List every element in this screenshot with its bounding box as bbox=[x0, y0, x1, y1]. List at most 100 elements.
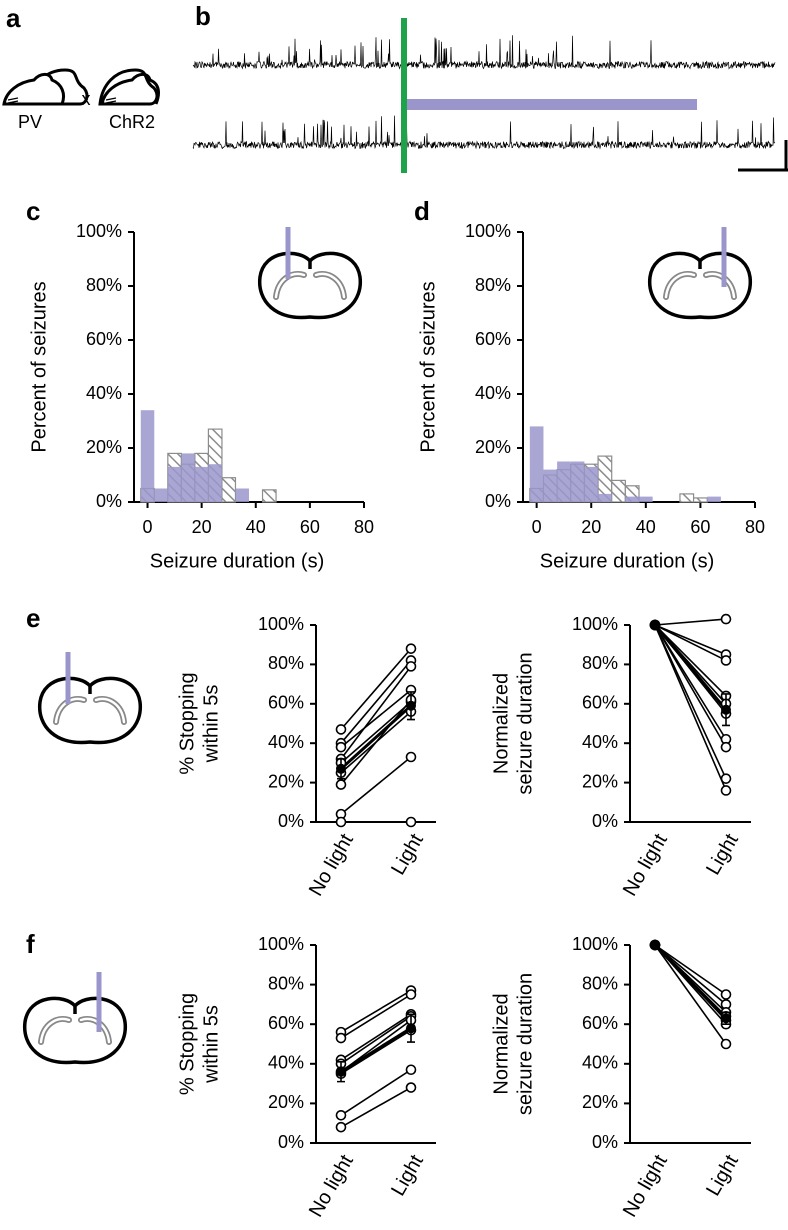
subject-point bbox=[335, 816, 347, 828]
histogram-bar bbox=[639, 496, 653, 502]
subject-point bbox=[335, 724, 347, 735]
subject-line bbox=[340, 1015, 412, 1065]
y-tick-label: 80% bbox=[475, 275, 511, 295]
panel-label: d bbox=[414, 196, 430, 226]
subject-line bbox=[340, 1069, 412, 1116]
y-tick-label: 0% bbox=[278, 1132, 304, 1152]
y-axis-label: % Stopping bbox=[176, 672, 198, 774]
optical-fiber bbox=[65, 652, 71, 704]
subject-point bbox=[405, 816, 417, 828]
y-tick-label: 60% bbox=[475, 329, 511, 349]
eeg-trace bbox=[192, 35, 776, 70]
histogram-bar bbox=[598, 493, 612, 502]
panel-label: a bbox=[6, 3, 21, 33]
panel-label: f bbox=[26, 929, 35, 959]
y-tick-label: 20% bbox=[582, 1092, 618, 1112]
y-tick-label: 60% bbox=[582, 1013, 618, 1033]
subject-line bbox=[340, 989, 412, 1033]
x-axis-label: Seizure duration (s) bbox=[150, 550, 325, 572]
eeg-trace bbox=[192, 115, 776, 150]
optical-fiber bbox=[96, 972, 102, 1032]
x-tick-label: No light bbox=[305, 1151, 358, 1221]
x-tick-label: No light bbox=[305, 830, 358, 900]
subject-point bbox=[405, 989, 417, 1000]
y-tick-label: 40% bbox=[582, 732, 618, 752]
subject-line bbox=[340, 659, 412, 744]
histogram-bar bbox=[154, 488, 168, 502]
brain-icon bbox=[648, 227, 752, 320]
subject-line bbox=[340, 701, 412, 764]
subject-line bbox=[340, 756, 412, 815]
y-axis-label: seizure duration bbox=[514, 652, 536, 794]
y-axis-label: seizure duration bbox=[514, 973, 536, 1115]
subject-point bbox=[720, 785, 732, 796]
y-tick-label: 20% bbox=[268, 1092, 304, 1112]
x-tick-label: 0 bbox=[143, 517, 153, 537]
y-tick-label: 40% bbox=[268, 732, 304, 752]
x-tick-label: 80 bbox=[354, 517, 374, 537]
subject-point bbox=[405, 661, 417, 672]
y-tick-label: 100% bbox=[76, 221, 122, 241]
mean-point bbox=[721, 704, 731, 715]
hippocampus bbox=[314, 272, 346, 299]
subject-point bbox=[335, 1121, 347, 1133]
y-tick-label: 100% bbox=[572, 934, 618, 954]
subject-line bbox=[654, 618, 727, 626]
subject-point bbox=[720, 655, 732, 666]
subject-point bbox=[405, 751, 417, 763]
x-tick-label: Light bbox=[702, 830, 743, 879]
subject-line bbox=[340, 1029, 412, 1075]
brain-outline bbox=[648, 251, 752, 320]
subject-line bbox=[340, 648, 412, 730]
subject-point bbox=[720, 989, 732, 1000]
brain-icon bbox=[23, 972, 127, 1065]
brain-icon bbox=[38, 652, 142, 745]
subject-point bbox=[335, 1032, 347, 1044]
hippocampus bbox=[94, 697, 126, 724]
mean-point bbox=[650, 620, 660, 630]
subject-point bbox=[335, 1109, 347, 1121]
y-tick-label: 0% bbox=[485, 491, 511, 511]
scale-bar bbox=[738, 140, 788, 172]
subject-point bbox=[720, 613, 732, 625]
x-axis-label: Seizure duration (s) bbox=[540, 550, 715, 572]
panel-label: e bbox=[26, 603, 40, 633]
y-tick-label: 0% bbox=[96, 491, 122, 511]
brain-outline bbox=[23, 996, 127, 1065]
y-tick-label: 0% bbox=[278, 811, 304, 831]
y-tick-label: 80% bbox=[268, 653, 304, 673]
mean-line bbox=[653, 943, 728, 1020]
histogram-bar bbox=[570, 461, 585, 502]
histogram-bar bbox=[692, 497, 708, 503]
y-tick-label: 40% bbox=[475, 383, 511, 403]
subject-line bbox=[340, 689, 412, 748]
subject-point bbox=[720, 741, 732, 753]
y-tick-label: 80% bbox=[582, 973, 618, 993]
cross-label: x bbox=[82, 89, 91, 109]
x-tick-label: Light bbox=[387, 830, 428, 879]
hippocampus bbox=[39, 1017, 71, 1044]
subject-point bbox=[335, 779, 347, 790]
y-tick-label: 80% bbox=[268, 973, 304, 993]
histogram-bar bbox=[194, 466, 209, 502]
y-tick-label: 0% bbox=[592, 1132, 618, 1152]
histogram-bar bbox=[208, 464, 222, 502]
x-tick-label: Light bbox=[387, 1151, 428, 1200]
subject-line bbox=[654, 624, 727, 656]
subject-point bbox=[720, 1038, 732, 1050]
brain-outline bbox=[38, 676, 142, 745]
histogram-bar bbox=[167, 466, 182, 502]
histogram-bar bbox=[543, 469, 558, 502]
panel-label: b bbox=[195, 1, 211, 31]
mean-line bbox=[340, 1026, 412, 1073]
subject-point bbox=[720, 773, 732, 784]
histogram-bar bbox=[235, 488, 249, 502]
mean-point bbox=[721, 1013, 731, 1024]
mean-point bbox=[406, 1023, 416, 1034]
y-tick-label: 60% bbox=[582, 693, 618, 713]
y-axis-label: within 5s bbox=[200, 1005, 222, 1084]
y-tick-label: 20% bbox=[86, 437, 122, 457]
x-tick-label: No light bbox=[619, 1151, 672, 1221]
mouse-label: ChR2 bbox=[109, 112, 155, 132]
subject-line bbox=[340, 1086, 412, 1128]
